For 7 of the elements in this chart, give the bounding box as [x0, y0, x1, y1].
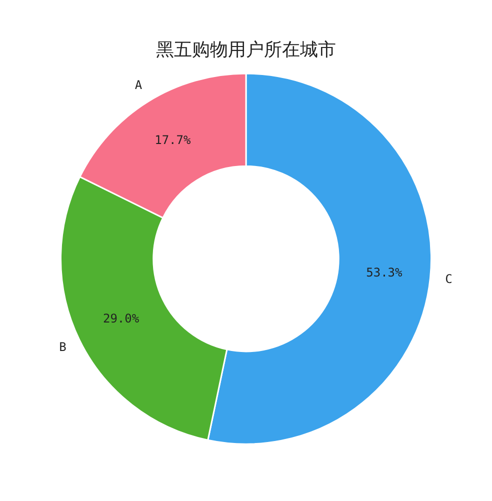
data-label: 29.0% — [102, 312, 140, 326]
chart-title: 黑五购物用户所在城市 — [156, 39, 336, 60]
slice-label: C — [445, 272, 452, 286]
data-label: 53.3% — [366, 265, 404, 280]
slice-label: B — [59, 340, 66, 354]
data-label: 17.7% — [154, 132, 192, 147]
slice-label: A — [134, 78, 143, 92]
